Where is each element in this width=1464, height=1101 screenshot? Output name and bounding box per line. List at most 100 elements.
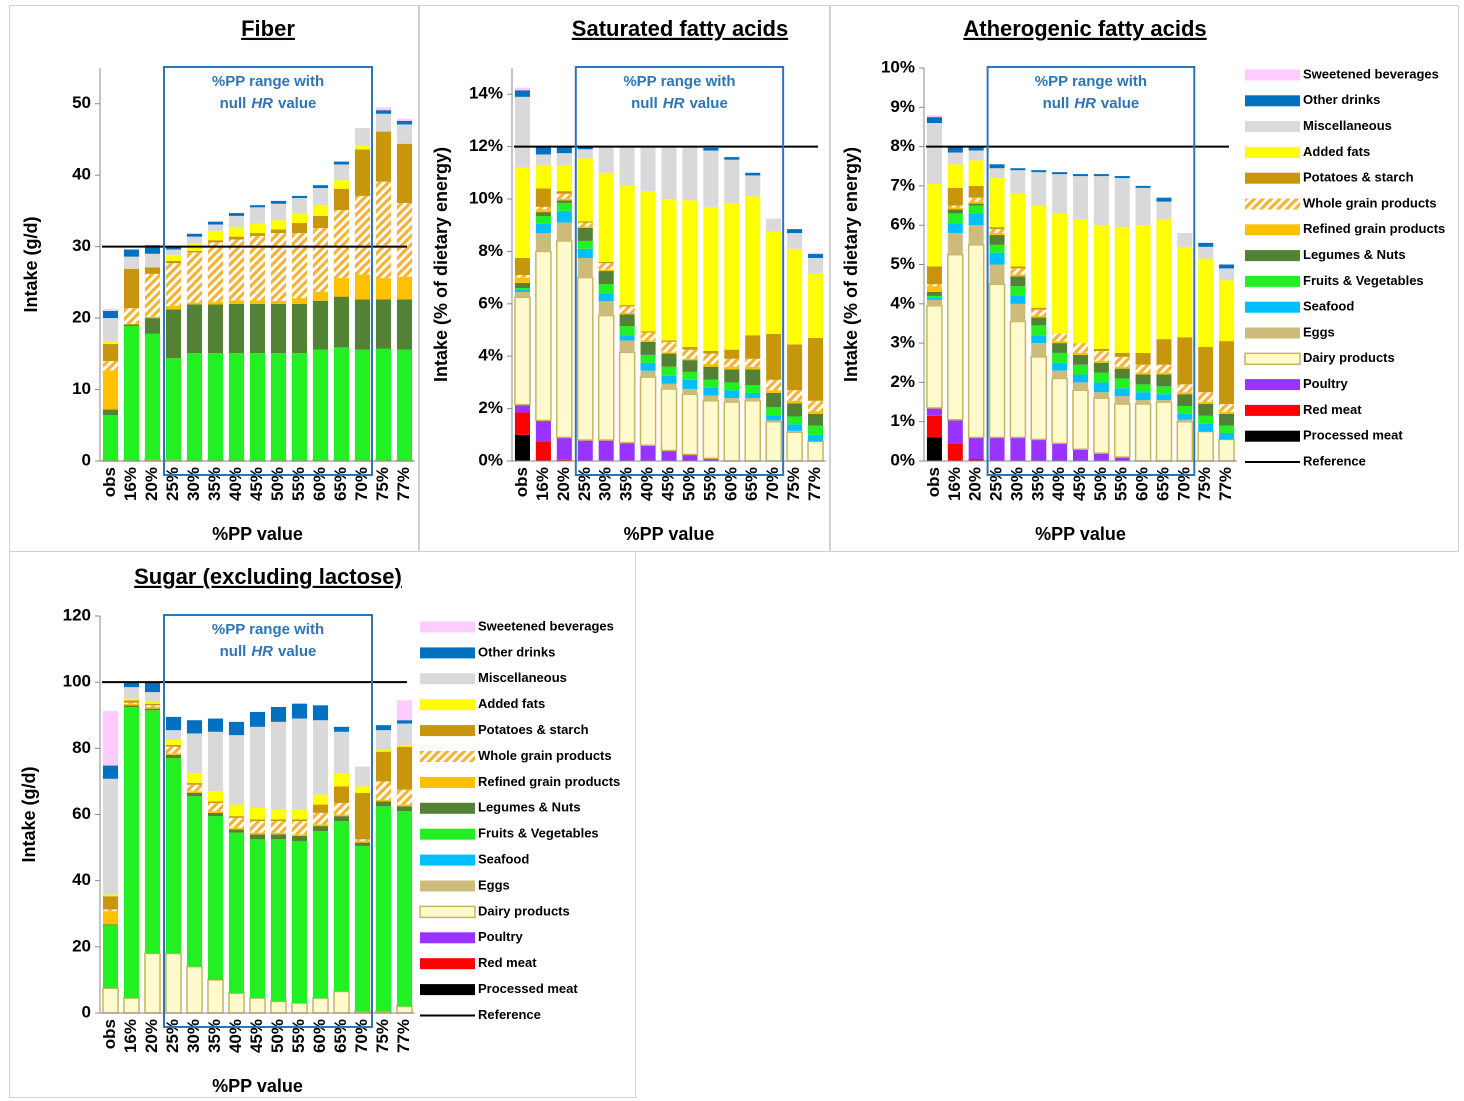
bar-segment [1093, 360, 1109, 363]
bar-segment [598, 269, 614, 272]
bar-segment [249, 834, 266, 840]
legend-label: Red meat [1303, 402, 1362, 417]
bar-segment [165, 745, 182, 747]
bar-segment [807, 411, 824, 414]
bar-segment [989, 227, 1005, 230]
bar-segment [123, 687, 140, 699]
bar-segment [1156, 372, 1172, 375]
bar-segment [102, 370, 119, 410]
bar-segment [291, 840, 308, 1004]
bar-segment [514, 274, 531, 278]
bar-segment [249, 839, 266, 999]
y-tick-label: 12% [469, 136, 503, 155]
bar-segment [333, 180, 350, 189]
bar-segment [249, 807, 266, 820]
bar-segment [807, 434, 824, 442]
bar-segment [1072, 374, 1089, 383]
bar-segment [396, 143, 413, 204]
bar-segment [333, 821, 350, 992]
bar-segment [1031, 170, 1047, 173]
y-tick-label: 6% [478, 293, 503, 312]
chart-title: Atherogenic fatty acids [963, 16, 1206, 41]
bar-segment [1177, 384, 1193, 393]
bar-segment [787, 344, 803, 391]
bar-segment [312, 228, 329, 292]
bar-segment [1093, 176, 1109, 226]
legend-swatch [420, 958, 475, 970]
bar-segment [333, 210, 350, 279]
bar-segment [207, 304, 224, 354]
bar-segment [556, 202, 572, 211]
legend-label: Sweetened beverages [1303, 66, 1439, 81]
bar-segment [228, 832, 245, 994]
bar-segment [968, 197, 984, 202]
y-tick-label: 60 [72, 804, 91, 823]
bar-segment [1093, 392, 1109, 399]
bar-segment [1156, 386, 1172, 395]
bar-segment [989, 168, 1005, 179]
bar-segment [1114, 366, 1130, 369]
legend-swatch [1245, 69, 1300, 81]
bar-segment [102, 318, 119, 342]
bar-segment [249, 207, 266, 224]
bar-segment [396, 723, 413, 746]
legend-swatch [420, 776, 475, 788]
bar-segment [807, 440, 824, 462]
y-axis-label: Intake (g/d) [21, 216, 41, 312]
bar-segment [640, 332, 656, 341]
bar-segment [186, 233, 203, 237]
bar-segment [396, 349, 413, 461]
x-tick-label: 25% [575, 467, 594, 501]
bar-segment [745, 196, 761, 336]
bar-segment [249, 832, 266, 835]
x-tick-label: 20% [966, 467, 985, 501]
annotation: %PP range with [1035, 73, 1147, 90]
bar-segment [1052, 370, 1068, 379]
bar-segment [745, 398, 761, 401]
bar-segment [1010, 193, 1026, 267]
bar-segment [249, 726, 266, 808]
bar-segment [682, 347, 698, 350]
y-tick-label: 40 [72, 870, 91, 889]
annotation: %PP range with [212, 73, 324, 90]
bar-segment [249, 205, 266, 208]
bar-segment [291, 198, 308, 214]
legend-swatch [420, 802, 475, 814]
bar-segment [514, 292, 531, 298]
bar-segment [1198, 404, 1214, 416]
bar-segment [1198, 258, 1214, 348]
legend-swatch [420, 932, 475, 944]
bar-segment [270, 203, 287, 221]
bar-segment [989, 244, 1005, 253]
bar-segment [396, 118, 413, 121]
legend-swatch [1245, 327, 1300, 339]
annotation: null HR value [220, 95, 317, 112]
bar-segment [354, 149, 371, 196]
bar-segment [354, 274, 371, 300]
bar-segment [1219, 268, 1235, 281]
bar-segment [1156, 364, 1172, 373]
bar-segment [102, 409, 119, 416]
bar-segment [807, 413, 824, 426]
bar-segment [989, 437, 1005, 461]
legend-label: Other drinks [478, 644, 555, 659]
bar-segment [186, 965, 203, 1014]
legend-label: Poultry [478, 929, 524, 944]
bar-segment [744, 399, 762, 462]
annotation-italic: HR [663, 95, 685, 112]
bar-segment [1093, 225, 1109, 349]
bar-segment [333, 802, 350, 815]
bar-segment [577, 440, 593, 461]
x-tick-label: 65% [1153, 467, 1172, 501]
bar-segment [682, 454, 698, 461]
chart-title: Fiber [241, 16, 295, 41]
x-tick-label: 65% [742, 467, 761, 501]
bar-segment [1114, 457, 1130, 461]
bar-segment [640, 354, 656, 363]
bar-segment [926, 305, 943, 409]
bar-segment [249, 711, 266, 727]
x-axis-label: %PP value [212, 524, 303, 544]
bar-segment [291, 298, 308, 304]
bar-segment [535, 209, 551, 213]
